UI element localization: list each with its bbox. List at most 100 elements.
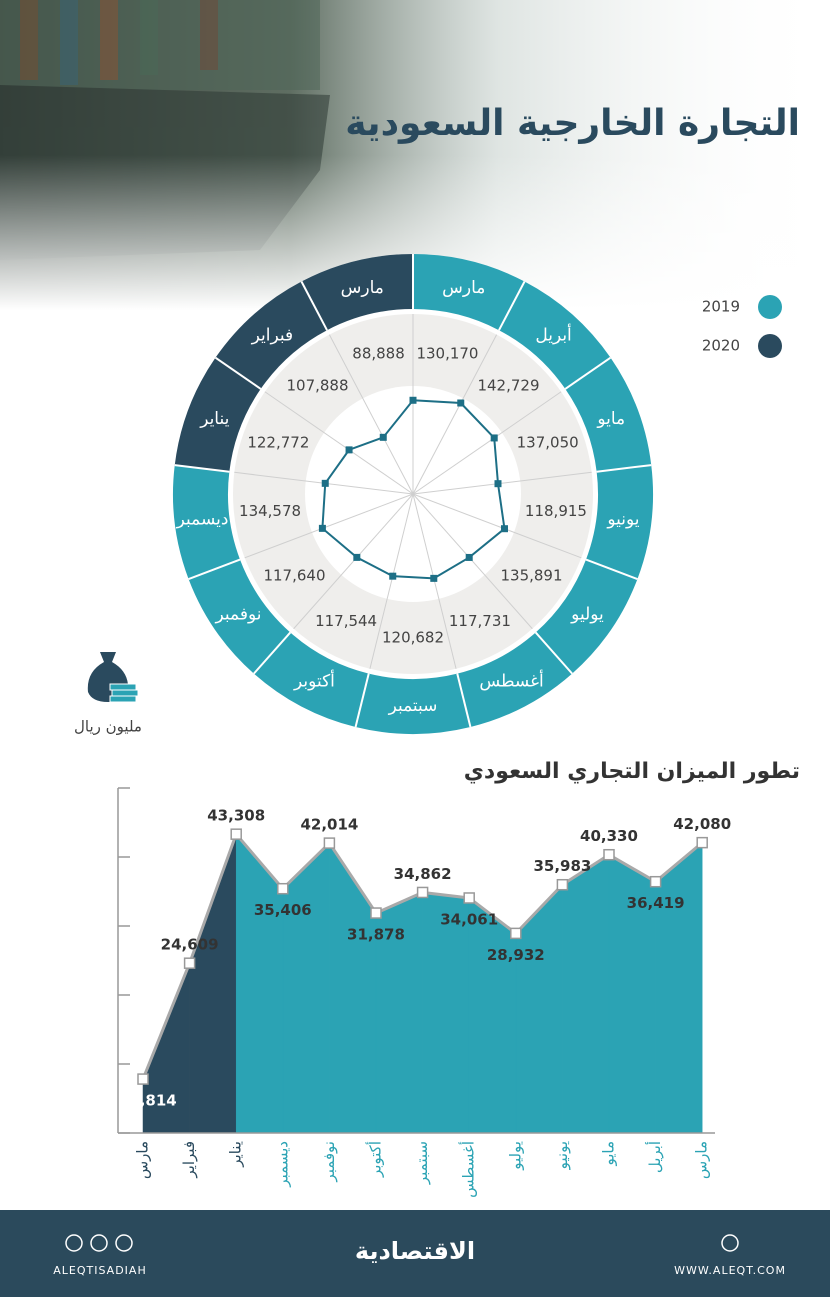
month-label: يوليو: [570, 604, 604, 624]
spoke: [412, 493, 582, 559]
radar-point: [465, 553, 473, 561]
sector-divider: [585, 558, 638, 581]
data-label: 43,308: [207, 807, 265, 825]
area-segment: [329, 842, 377, 1134]
year-sector: [457, 632, 573, 728]
x-tick-label: أبريل: [645, 1141, 664, 1173]
x-tick-label: أغسطس: [459, 1141, 478, 1198]
sector-divider: [214, 356, 262, 390]
balance-point: [556, 878, 569, 891]
data-label: 36,419: [627, 894, 685, 912]
value-label: 122,772: [247, 433, 309, 451]
radar-point: [389, 572, 397, 580]
area-segment: [189, 834, 237, 1134]
value-label: 134,578: [239, 502, 301, 520]
value-label: 137,050: [517, 433, 579, 451]
month-label: أغسطس: [479, 670, 543, 692]
x-tick-label: أكتوبر: [366, 1141, 385, 1178]
year-sector: [253, 632, 369, 728]
balance-point: [463, 892, 475, 904]
sector-divider: [300, 281, 328, 331]
year-sector: [188, 559, 291, 674]
footer-handle: ALEQTISADIAH: [53, 1264, 146, 1277]
year-sector: [498, 281, 611, 389]
month-label: ديسمبر: [176, 510, 229, 530]
balance-point: [137, 1073, 149, 1085]
balance-point: [277, 882, 289, 895]
data-label: 42,014: [300, 816, 358, 834]
month-label: مايو: [596, 409, 625, 429]
radar-point: [500, 525, 508, 533]
value-label: 135,891: [500, 566, 562, 584]
balance-point: [603, 848, 615, 861]
radar-line: [321, 399, 506, 580]
x-tick-label: يوليو: [506, 1141, 524, 1171]
legend-label: 2020: [702, 337, 740, 355]
footer-site: WWW.ALEQT.COM: [674, 1264, 786, 1277]
year-sector: [172, 465, 241, 580]
social-icons: [65, 1234, 739, 1252]
month-label: يونيو: [606, 510, 639, 530]
year-sector: [355, 673, 471, 735]
balance-point: [416, 886, 429, 899]
radar-point: [494, 480, 502, 488]
radar-point: [379, 433, 387, 441]
sector-divider: [498, 281, 526, 331]
radar-point: [353, 553, 361, 561]
x-tick-label: مارس: [693, 1141, 711, 1179]
radar-point: [345, 446, 353, 454]
value-label: 107,888: [286, 377, 348, 395]
x-tick-label: مارس: [134, 1141, 152, 1179]
x-tick-label: فبراير: [180, 1141, 198, 1179]
data-label: 34,862: [394, 865, 452, 883]
area-segment: [515, 884, 563, 1134]
balance-point: [183, 957, 196, 969]
value-label: 117,544: [315, 612, 377, 630]
spoke: [369, 493, 414, 669]
x-tick-label: يناير: [227, 1141, 245, 1168]
month-label: مارس: [442, 278, 485, 298]
balance-point: [510, 927, 522, 940]
spoke: [412, 334, 498, 495]
month-label: نوفمبر: [215, 604, 262, 624]
sector-divider: [456, 673, 472, 728]
footer-bar: [0, 1210, 830, 1297]
year-sector: [215, 281, 328, 389]
year-sector: [585, 465, 653, 580]
data-label: 24,609: [161, 936, 219, 954]
balance-point: [370, 907, 382, 919]
year-sector: [301, 254, 413, 331]
sector-divider: [564, 356, 612, 390]
sector-divider: [253, 631, 292, 675]
unit-label: مليون ريال: [74, 718, 142, 736]
year-sector: [535, 559, 638, 674]
x-tick-label: مايو: [600, 1141, 618, 1167]
x-tick-label: ديسمبر: [273, 1141, 291, 1188]
month-label: فبراير: [251, 325, 293, 345]
value-label: 88,888: [352, 345, 405, 363]
spoke: [293, 493, 414, 630]
data-label: 31,878: [347, 926, 405, 944]
radar-point: [409, 396, 417, 404]
area-segment: [562, 854, 610, 1134]
legend-swatch: [758, 295, 782, 319]
data-label: 34,061: [440, 910, 498, 928]
value-label: 118,915: [525, 502, 587, 520]
sector-divider: [354, 673, 370, 728]
sector-divider: [596, 464, 652, 473]
legend-label: 2019: [702, 298, 740, 316]
balance-point: [230, 828, 242, 840]
chart-title: تطور الميزان التجاري السعودي: [464, 759, 800, 784]
radar-point: [490, 434, 498, 442]
area-segment: [468, 897, 517, 1134]
data-label: 42,080: [673, 815, 731, 833]
radar-point: [321, 479, 329, 487]
year-sector: [565, 357, 652, 472]
value-label: 117,731: [449, 612, 511, 630]
data-label: 7,814: [129, 1092, 176, 1110]
x-tick-label: يونيو: [553, 1141, 571, 1170]
value-label: 117,640: [263, 566, 325, 584]
spoke: [264, 391, 414, 495]
month-label: أكتوبر: [293, 670, 335, 692]
month-label: سبتمبر: [388, 696, 438, 716]
